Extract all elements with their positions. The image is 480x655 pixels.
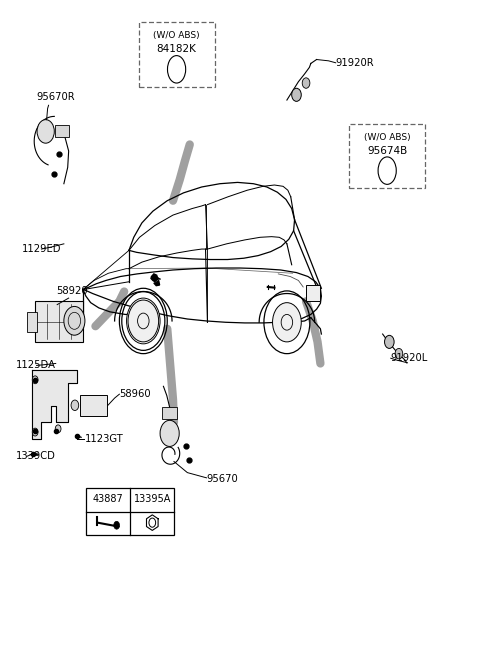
FancyBboxPatch shape xyxy=(349,124,425,188)
Text: 91920R: 91920R xyxy=(336,58,374,67)
Text: 84182K: 84182K xyxy=(156,45,196,54)
Text: (W/O ABS): (W/O ABS) xyxy=(364,133,410,141)
Circle shape xyxy=(395,348,403,359)
Circle shape xyxy=(292,88,301,102)
Text: 13395A: 13395A xyxy=(133,494,171,504)
Text: 1123GT: 1123GT xyxy=(84,434,123,443)
Circle shape xyxy=(127,298,160,344)
Polygon shape xyxy=(32,370,77,439)
Circle shape xyxy=(160,421,179,447)
Circle shape xyxy=(384,335,394,348)
Circle shape xyxy=(273,303,301,342)
Text: 1339CD: 1339CD xyxy=(16,451,56,461)
FancyBboxPatch shape xyxy=(139,22,215,87)
Bar xyxy=(162,407,177,419)
Text: 43887: 43887 xyxy=(93,494,123,504)
Text: 1129ED: 1129ED xyxy=(22,244,62,254)
Circle shape xyxy=(114,521,120,529)
Polygon shape xyxy=(154,280,159,286)
Text: 95674B: 95674B xyxy=(367,146,408,156)
Bar xyxy=(306,285,321,301)
Bar xyxy=(86,488,174,535)
Text: (W/O ABS): (W/O ABS) xyxy=(153,31,200,41)
Circle shape xyxy=(55,425,61,433)
Bar xyxy=(80,395,108,416)
Text: 91920L: 91920L xyxy=(391,353,428,364)
Text: 95670R: 95670R xyxy=(36,92,75,102)
Text: 58960: 58960 xyxy=(120,389,151,399)
Text: 58920: 58920 xyxy=(56,286,87,296)
Bar xyxy=(26,312,37,332)
Bar xyxy=(55,125,69,137)
Circle shape xyxy=(32,428,38,436)
Circle shape xyxy=(37,120,54,143)
Polygon shape xyxy=(151,274,157,282)
Circle shape xyxy=(71,400,79,411)
Text: 95670: 95670 xyxy=(206,474,238,484)
Bar xyxy=(35,301,83,342)
Circle shape xyxy=(302,78,310,88)
Circle shape xyxy=(128,300,158,342)
Circle shape xyxy=(64,307,85,335)
Circle shape xyxy=(32,376,38,384)
Text: 1125DA: 1125DA xyxy=(16,360,56,371)
